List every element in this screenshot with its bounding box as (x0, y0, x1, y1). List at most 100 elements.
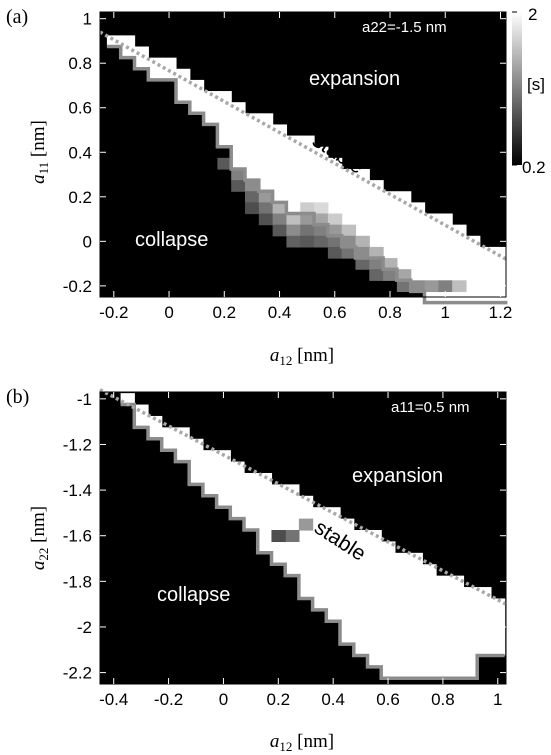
stable-cell-column (396, 191, 412, 281)
stable-cell-column (245, 113, 260, 181)
stable-cell-column (203, 91, 218, 125)
stable-cell-column (134, 46, 149, 69)
heatmap-cell (300, 224, 315, 237)
stable-cell-column (217, 91, 232, 147)
stable-cell-column (369, 180, 384, 259)
stable-cell-column (367, 530, 382, 667)
x-tick-label: 0.8 (431, 690, 455, 709)
heatmap-cell (369, 246, 384, 259)
y-tick-label: -2 (77, 618, 92, 637)
heatmap-cell (452, 280, 467, 293)
stable-cell-column (394, 552, 410, 679)
heatmap-cell (383, 269, 398, 281)
stable-cell-column (452, 224, 467, 297)
heatmap-cell (286, 213, 301, 226)
stable-cell-column (286, 135, 301, 214)
heatmap-cell (217, 157, 232, 170)
x-tick-label: 0 (219, 690, 228, 709)
panel-b-expansion-boundary (99, 388, 507, 606)
heatmap-cell (410, 280, 426, 293)
x-tick-label: 1 (441, 303, 450, 322)
x-tick-label: 0.2 (266, 690, 290, 709)
stable-cell-column (202, 450, 218, 496)
stable-cell-column (120, 393, 135, 405)
heatmap-cell (341, 235, 357, 248)
heatmap-cell (383, 258, 398, 270)
stable-cell-column (298, 495, 314, 599)
panel-a: (a) -0.2 0 0.2 0.4 0.6 0.8 1 1.2 -0.2 0 0.2 0.4 0.6… (6, 5, 546, 368)
stable-cell-column (436, 575, 451, 679)
heatmap-cell (245, 191, 260, 203)
stable-cell-column (257, 472, 273, 553)
y-tick-label: -1.6 (63, 527, 92, 546)
panel-a-label-collapse: collapse (135, 229, 208, 251)
heatmap-cell (245, 180, 260, 192)
heatmap-cell (314, 213, 329, 226)
heatmap-cell (298, 518, 314, 531)
stable-cell-column (479, 246, 495, 297)
stable-cell-column (230, 461, 245, 519)
panel-b-label-collapse: collapse (157, 584, 230, 606)
stable-cell-column (353, 530, 369, 656)
y-tick-label: 0.8 (68, 54, 92, 73)
panel-a-x-axis-label: a12 [nm] (270, 345, 334, 368)
stable-cell-column (410, 202, 426, 292)
heatmap-cell (271, 530, 286, 543)
y-tick-label: -1 (77, 390, 92, 409)
heatmap-cell (245, 202, 260, 215)
x-tick-label: 0 (164, 303, 173, 322)
stable-cell-column (189, 438, 204, 485)
heatmap-cell (327, 224, 343, 237)
stable-cell-column (326, 507, 341, 622)
x-tick-label: 0.6 (376, 690, 400, 709)
y-tick-label: 0 (83, 232, 92, 251)
heatmap-cell (396, 280, 412, 293)
y-tick-label: -1.4 (63, 481, 92, 500)
panel-a-frame (99, 11, 507, 298)
heatmap-cell (300, 213, 315, 226)
heatmap-cell (327, 246, 343, 259)
heatmap-cell (341, 246, 357, 259)
stable-cell-column (422, 564, 437, 679)
colorbar-min-label: 0.2 (522, 158, 546, 177)
panel-b: (b) -0.4 -0.2 0 0.2 0.4 0.6 0.8 1 -2.2 -2 -1.8 -1.… (6, 386, 507, 754)
heatmap-cell (300, 202, 315, 215)
y-tick-label: 0.6 (68, 99, 92, 118)
panel-b-x-axis-label: a12 [nm] (270, 731, 334, 754)
colorbar-max-label: 2 (528, 5, 537, 24)
panel-b-parameter: a11=0.5 nm (391, 399, 470, 416)
heatmap-cell (314, 224, 329, 237)
x-tick-label: 0.4 (268, 303, 292, 322)
stable-cell-column (216, 450, 231, 508)
panel-b-frame (99, 391, 507, 685)
panel-b-y-axis-label: a22 [nm] (28, 506, 51, 570)
heatmap-cell (300, 235, 315, 248)
panel-b-y-ticks: -2.2 -2 -1.8 -1.6 -1.4 -1.2 -1 (63, 390, 506, 683)
panel-a-x-ticks: -0.2 0 0.2 0.4 0.6 0.8 1 1.2 (99, 12, 512, 322)
stable-cell-column (148, 57, 163, 80)
y-tick-label: 1 (83, 10, 92, 29)
y-tick-label: -2.2 (63, 664, 92, 683)
colorbar (512, 12, 522, 165)
stable-cell-column (258, 113, 274, 192)
stable-cell-column (449, 575, 465, 679)
stable-cell-column (106, 35, 122, 47)
heatmap-cell (231, 168, 246, 181)
heatmap-cell (258, 202, 274, 215)
heatmap-cell (355, 246, 370, 259)
heatmap-cell (258, 213, 274, 226)
panel-a-letter: (a) (6, 6, 28, 28)
stable-cell-column (465, 235, 481, 297)
heatmap-cell (355, 235, 370, 248)
y-tick-label: 0.4 (68, 143, 92, 162)
heatmap-cell (327, 235, 343, 248)
heatmap-cell (272, 224, 288, 237)
stable-cell-column (312, 507, 327, 610)
heatmap-cell (286, 224, 301, 237)
stable-cell-column (340, 518, 355, 645)
stable-cell-column (134, 404, 149, 428)
stable-cell-column (493, 246, 506, 297)
stable-cell-column (477, 587, 492, 656)
x-tick-label: -0.4 (99, 690, 128, 709)
heatmap-cell (314, 202, 329, 215)
